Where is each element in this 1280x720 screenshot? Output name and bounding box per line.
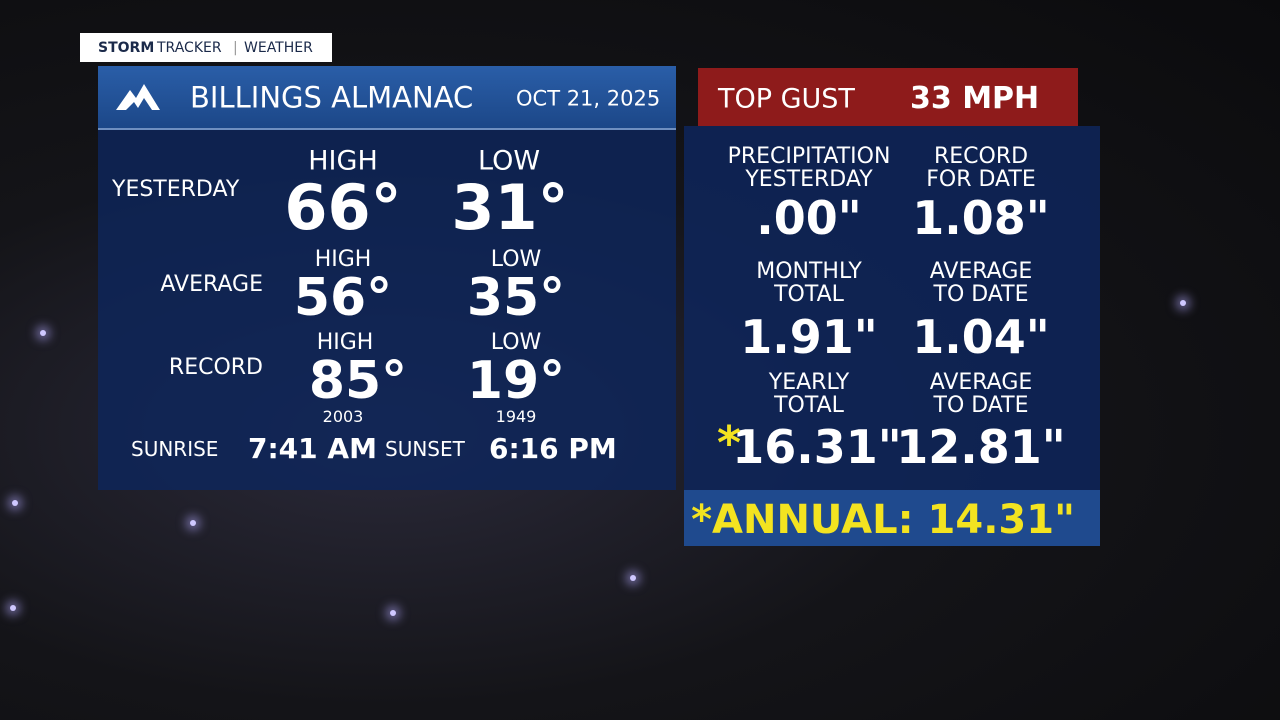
precip-label: TOTAL <box>774 282 844 307</box>
city-light <box>10 605 16 611</box>
precip-label: PRECIPITATION <box>727 144 891 169</box>
brand-section: WEATHER <box>244 40 313 56</box>
city-light <box>12 500 18 506</box>
sunrise-label: SUNRISE <box>131 437 219 461</box>
city-light <box>40 330 46 336</box>
row-label: YESTERDAY <box>112 177 240 202</box>
precip-label: YESTERDAY <box>745 167 873 192</box>
annual-box: *ANNUAL: 14.31" <box>684 490 1100 546</box>
row-label: RECORD <box>168 355 263 380</box>
precip-value: 1.08" <box>912 191 1050 245</box>
low-year: 1949 <box>495 407 537 426</box>
precip-label: TO DATE <box>933 282 1029 307</box>
sunset-time: 6:16 PM <box>489 432 617 465</box>
sunset-label: SUNSET <box>385 437 465 461</box>
precip-value: 1.91" <box>740 310 878 364</box>
low-label: LOW <box>477 145 541 177</box>
precip-value: 16.31" <box>732 420 902 474</box>
low-value: 31° <box>451 171 569 244</box>
low-value: 19° <box>466 351 566 411</box>
high-label: HIGH <box>308 145 378 177</box>
city-light <box>390 610 396 616</box>
city-light <box>1180 300 1186 306</box>
high-value: 66° <box>284 171 402 244</box>
row-label: AVERAGE <box>160 272 263 297</box>
annual: *ANNUAL: 14.31" <box>691 497 1075 543</box>
precip-label: FOR DATE <box>926 167 1036 192</box>
precip-value: .00" <box>756 191 862 245</box>
header: BILLINGS ALMANAC OCT 21, 2025 <box>98 66 676 130</box>
precip-label: AVERAGE <box>929 259 1033 284</box>
precip-value: 1.04" <box>912 310 1050 364</box>
city-light <box>630 575 636 581</box>
precip-label: AVERAGE <box>929 370 1033 395</box>
gust-box: TOP GUST 33 MPH <box>698 68 1078 126</box>
temperature-panel: YESTERDAY HIGH 66° LOW 31° AVERAGE HIGH … <box>98 130 676 490</box>
date: OCT 21, 2025 <box>516 86 661 111</box>
high-value: 85° <box>308 351 408 411</box>
precip-label: MONTHLY <box>756 259 862 284</box>
precip-marker: * <box>716 416 742 470</box>
precip-value: 12.81" <box>896 420 1066 474</box>
sunrise-time: 7:41 AM <box>248 432 377 465</box>
precip-label: TOTAL <box>774 393 844 418</box>
high-label: HIGH <box>314 247 372 272</box>
low-label: LOW <box>490 330 542 355</box>
divider: | <box>233 40 238 56</box>
high-label: HIGH <box>316 330 374 355</box>
high-year: 2003 <box>322 407 364 426</box>
high-value: 56° <box>293 268 393 328</box>
gust-value: 33 MPH <box>910 81 1040 116</box>
gust-label: TOP GUST <box>718 83 855 115</box>
brand-tab: STORM TRACKER | WEATHER <box>80 33 332 62</box>
mountain-icon <box>116 84 160 110</box>
low-value: 35° <box>466 268 566 328</box>
brand-bold: STORM <box>98 40 155 56</box>
precip-label: RECORD <box>933 144 1029 169</box>
precipitation-panel: PRECIPITATION YESTERDAY .00" RECORD FOR DATE… <box>684 126 1100 490</box>
brand-light: TRACKER <box>157 40 222 56</box>
precip-label: YEARLY <box>768 370 850 395</box>
title: BILLINGS ALMANAC <box>190 80 474 115</box>
precip-label: TO DATE <box>933 393 1029 418</box>
low-label: LOW <box>490 247 542 272</box>
city-light <box>190 520 196 526</box>
